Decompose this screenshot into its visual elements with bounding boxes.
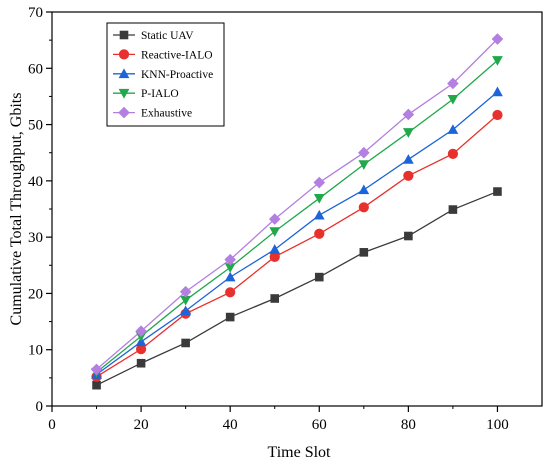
x-tick-label: 20: [134, 417, 149, 433]
axes: 0 20 40 60 80 100 0 10 20 30 40 50 60 70: [28, 5, 543, 433]
data-point: [136, 358, 146, 368]
data-point: [180, 295, 192, 306]
y-tick-label: 10: [28, 343, 43, 359]
data-point: [358, 146, 370, 159]
x-tick-label: 80: [401, 417, 416, 433]
legend-marker: [118, 106, 130, 119]
y-tick-label: 70: [28, 5, 43, 21]
data-point: [269, 227, 281, 237]
y-tick-label: 30: [28, 230, 43, 246]
data-point: [493, 187, 502, 196]
data-point: [402, 108, 415, 121]
y-tick-label: 40: [28, 174, 43, 190]
legend-marker: [118, 68, 130, 79]
data-point: [313, 176, 326, 189]
legend: Static UAV Reactive-IALO KNN-Proactive P-IA…: [106, 22, 225, 127]
legend-marker: [119, 30, 129, 40]
data-point: [314, 228, 325, 239]
series-line-4: [96, 38, 498, 370]
data-point: [402, 128, 414, 138]
data-point: [224, 253, 236, 266]
data-point: [269, 251, 280, 262]
data-point: [448, 205, 458, 214]
data-point: [225, 312, 235, 322]
legend-label: Exhaustive: [141, 108, 192, 120]
y-tick-label: 20: [28, 286, 43, 302]
y-tick-label: 0: [36, 399, 44, 415]
data-point: [225, 287, 236, 298]
legend-marker: [118, 88, 130, 99]
series-line-1: [96, 114, 498, 378]
data-point: [314, 272, 324, 282]
x-tick-label: 40: [223, 417, 238, 433]
data-point: [135, 325, 147, 337]
x-tick-label: 60: [312, 417, 327, 433]
x-tick-label: 0: [48, 417, 56, 433]
data-point: [270, 294, 280, 303]
data-point: [492, 86, 503, 97]
legend-marker: [118, 49, 130, 60]
data-point: [181, 338, 190, 348]
data-point: [491, 33, 504, 45]
data-point: [358, 202, 369, 213]
data-point: [313, 194, 325, 204]
data-point: [179, 285, 192, 298]
data-point: [447, 94, 459, 105]
data-point: [269, 244, 281, 254]
data-point: [492, 56, 503, 66]
data-point: [90, 363, 103, 376]
series-line-2: [96, 91, 498, 376]
series-line-0: [96, 190, 498, 386]
data-point: [92, 380, 101, 390]
x-axis-title: Time Slot: [268, 444, 332, 461]
legend-label: Static UAV: [141, 30, 194, 42]
plot-area: [90, 33, 504, 390]
y-tick-label: 50: [28, 118, 43, 134]
data-point: [402, 154, 414, 164]
data-point: [404, 231, 413, 241]
data-point: [313, 209, 325, 220]
data-point: [268, 213, 281, 225]
data-point: [447, 124, 459, 134]
series-line-3: [96, 59, 498, 373]
data-point: [359, 248, 369, 257]
y-axis-title: Cumulative Total Throughput, Gbits: [8, 93, 25, 326]
y-tick-label: 60: [28, 61, 43, 77]
legend-label: Reactive-IALO: [141, 49, 213, 61]
x-tick-label: 100: [486, 417, 509, 433]
data-point: [358, 160, 370, 170]
data-point: [447, 148, 459, 159]
data-point: [447, 77, 459, 90]
data-point: [224, 271, 236, 282]
legend-label: P-IALO: [141, 88, 179, 100]
legend-label: KNN-Proactive: [141, 69, 213, 81]
data-point: [224, 263, 236, 273]
data-point: [180, 305, 192, 316]
data-point: [492, 109, 503, 121]
data-point: [358, 184, 370, 195]
data-point: [135, 344, 147, 355]
data-point: [403, 170, 414, 181]
